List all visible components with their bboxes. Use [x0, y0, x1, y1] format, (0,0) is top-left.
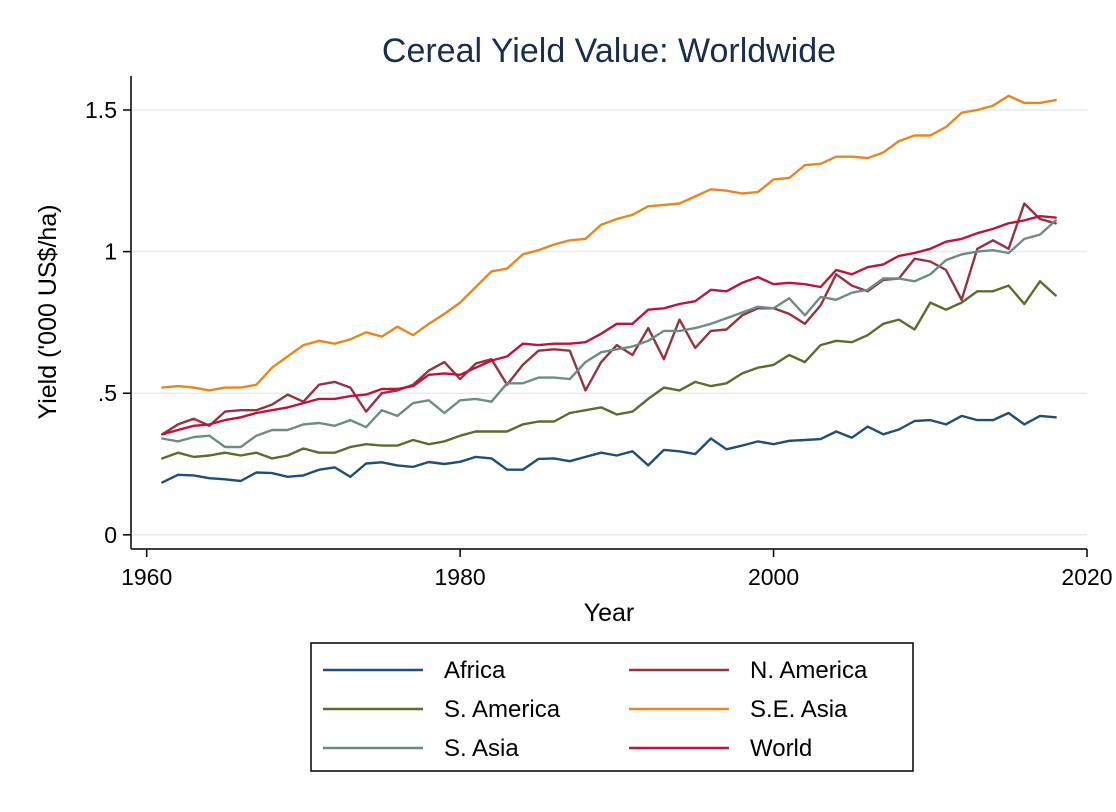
chart-title: Cereal Yield Value: Worldwide: [382, 32, 836, 70]
legend-label-world: World: [750, 735, 812, 762]
legend-label-s-asia: S. Asia: [444, 735, 519, 762]
series-line-world: [161, 214, 1057, 436]
y-axis-ticks: 0 .5 1 1.5: [85, 97, 131, 548]
axes: [130, 76, 1087, 550]
legend-box: [310, 642, 914, 772]
x-axis-ticks: 1960 1980 2000 2020: [121, 549, 1113, 590]
legend-label-s-e-asia: S.E. Asia: [750, 696, 848, 723]
x-tick-label: 2020: [1061, 564, 1112, 590]
x-tick-label: 1980: [435, 564, 486, 590]
y-tick-label: 1: [104, 239, 117, 265]
y-tick-label: 0: [104, 522, 117, 548]
legend: Africa N. America S. America S.E. Asia S. As…: [310, 642, 914, 772]
y-axis-label: Yield ('000 US$/ha): [34, 204, 62, 419]
x-tick-label: 2000: [748, 564, 799, 590]
y-tick-label: .5: [98, 380, 117, 406]
legend-label-s-america: S. America: [444, 696, 561, 723]
series-line-africa: [161, 411, 1057, 484]
series-line-s-e-asia: [161, 94, 1057, 392]
series-line-s-america: [161, 280, 1057, 460]
series-line-n-america: [161, 202, 1057, 436]
legend-label-n-america: N. America: [750, 657, 868, 684]
y-tick-label: 1.5: [85, 97, 117, 123]
plot-area: [161, 94, 1057, 484]
x-axis-label: Year: [584, 599, 635, 627]
x-tick-label: 1960: [121, 564, 172, 590]
series-line-s-asia: [161, 219, 1057, 449]
gridlines: [131, 109, 1087, 536]
legend-label-africa: Africa: [444, 657, 506, 684]
